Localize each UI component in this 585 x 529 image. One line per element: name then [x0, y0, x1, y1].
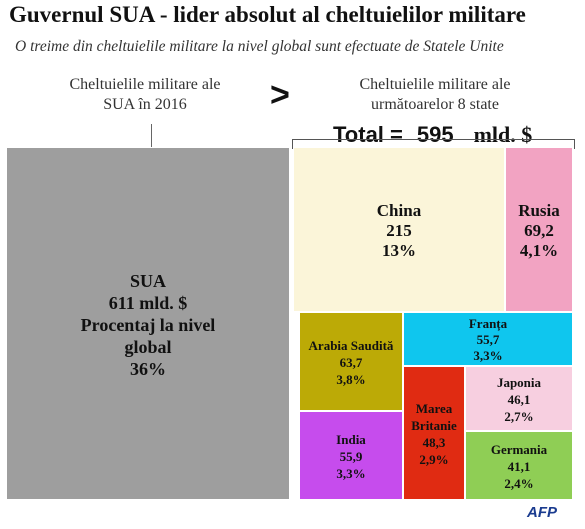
tile-label-line: 13%	[382, 240, 416, 260]
tile-label-india: India 55,9 3,3%	[300, 431, 402, 482]
total-value: 595	[416, 122, 454, 147]
tile-label-line: 55,7	[476, 332, 500, 347]
tile-label-line: 4,1%	[519, 240, 559, 260]
tile-label-line: India	[336, 432, 366, 447]
right-caption-line-1: Cheltuielile militare ale	[359, 76, 511, 93]
total-text: Total =	[333, 122, 403, 147]
right-caption-line-2: următoarelor 8 state	[371, 96, 499, 113]
left-caption: Cheltuielile militare ale SUA în 2016	[20, 75, 270, 115]
treemap-tile-sua: SUA 611 mld. $ Procentaj la nivel global 36%	[6, 147, 290, 500]
tile-label-line: 69,2	[524, 220, 554, 240]
tile-label-line: 3,3%	[336, 466, 366, 481]
tile-label-line: Arabia Saudită	[308, 338, 394, 353]
right-caption: Cheltuielile militare ale următoarelor 8…	[310, 75, 560, 115]
treemap-tile-rusia: Rusia 69,2 4,1%	[505, 147, 573, 312]
tile-label-line: 215	[386, 220, 412, 240]
treemap-tile-india: India 55,9 3,3%	[299, 411, 403, 500]
tile-label-franta: Franța 55,7 3,3%	[404, 316, 572, 364]
tile-label-line: 2,7%	[504, 409, 534, 424]
tile-label-line: Marea	[415, 401, 453, 416]
tile-label-line: Germania	[490, 442, 548, 457]
tile-label-sua: SUA 611 mld. $ Procentaj la nivel global 36%	[7, 270, 289, 380]
tile-label-line: 41,1	[507, 459, 531, 474]
tile-label-marea-britanie: Marea Britanie 48,3 2,9%	[404, 400, 464, 468]
tile-label-line: Britanie	[411, 418, 457, 433]
greater-than-symbol: >	[270, 76, 290, 114]
tile-label-china: China 215 13%	[294, 201, 504, 261]
tile-label-line: 63,7	[339, 355, 363, 370]
treemap-tile-china: China 215 13%	[293, 147, 505, 312]
tile-label-line: Japonia	[496, 375, 542, 390]
left-caption-line-2: SUA în 2016	[103, 96, 187, 113]
treemap-tile-arabia-saudita: Arabia Saudită 63,7 3,8%	[299, 312, 403, 411]
total-unit: mld. $	[473, 122, 533, 147]
tile-label-line: Procentaj la nivel	[80, 314, 216, 335]
left-connector-line	[151, 124, 152, 147]
tile-label-line: Rusia	[518, 200, 560, 220]
tile-label-line: 2,4%	[504, 476, 534, 491]
tile-label-japonia: Japonia 46,1 2,7%	[466, 374, 572, 425]
chart-title: Guvernul SUA - lider absolut al cheltuie…	[9, 2, 526, 27]
tile-label-arabia-saudita: Arabia Saudită 63,7 3,8%	[300, 337, 402, 388]
tile-label-line: 2,9%	[419, 452, 449, 467]
tile-label-line: 46,1	[507, 392, 531, 407]
tile-label-line: 3,3%	[473, 348, 503, 363]
tile-label-line: 55,9	[339, 449, 363, 464]
right-bracket-line	[292, 139, 575, 149]
treemap-tile-japonia: Japonia 46,1 2,7%	[465, 366, 573, 431]
tile-label-line: 3,8%	[336, 372, 366, 387]
tile-label-germania: Germania 41,1 2,4%	[466, 441, 572, 492]
treemap-tile-franta: Franța 55,7 3,3%	[403, 312, 573, 366]
total-label: Total = 595 mld. $	[333, 122, 532, 148]
treemap-tile-germania: Germania 41,1 2,4%	[465, 431, 573, 500]
tile-label-line: China	[376, 200, 422, 220]
treemap-tile-marea-britanie: Marea Britanie 48,3 2,9%	[403, 366, 465, 500]
tile-label-line: 48,3	[422, 435, 446, 450]
chart-subtitle: O treime din cheltuielile militare la ni…	[15, 38, 504, 55]
tile-label-line: Franța	[468, 316, 508, 331]
tile-label-line: SUA	[129, 270, 166, 291]
tile-label-line: 36%	[130, 358, 166, 379]
tile-label-line: 611 mld. $	[108, 292, 188, 313]
left-caption-line-1: Cheltuielile militare ale	[69, 76, 221, 93]
tile-label-line: global	[124, 336, 172, 357]
afp-logo: AFP	[527, 504, 557, 521]
tile-label-rusia: Rusia 69,2 4,1%	[506, 201, 572, 261]
